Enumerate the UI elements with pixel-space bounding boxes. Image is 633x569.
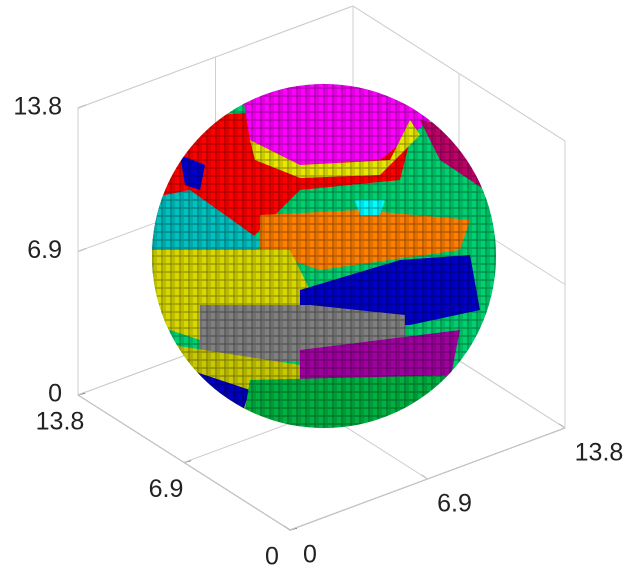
z-tick-label: 6.9	[27, 236, 62, 264]
voxel-sphere	[140, 80, 510, 440]
x-tick-label: 6.9	[437, 490, 472, 518]
z-tick-label: 0	[48, 380, 62, 408]
x-tick-label: 13.8	[575, 439, 624, 467]
y-tick-label: 6.9	[149, 475, 184, 503]
z-tick-label: 13.8	[13, 93, 62, 121]
y-tick-label: 13.8	[36, 408, 85, 436]
y-tick-label: 0	[265, 543, 279, 569]
grid-line	[290, 428, 565, 530]
chart: 06.913.806.913.806.913.8	[0, 0, 633, 569]
x-tick-label: 0	[303, 541, 317, 569]
